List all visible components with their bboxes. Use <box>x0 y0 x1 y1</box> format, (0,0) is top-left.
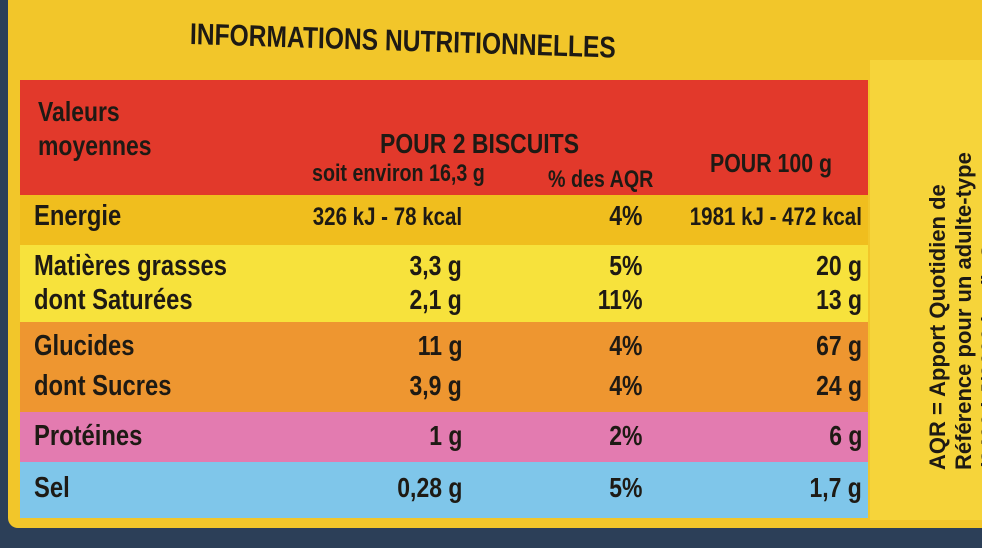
row-label: Protéines <box>34 420 143 452</box>
row-label: Matières grasses <box>34 250 228 282</box>
row-label: Sel <box>34 472 70 504</box>
header-per-100g: POUR 100 g <box>710 148 833 178</box>
header-label: Valeurs <box>38 96 120 127</box>
row-value: 11 g <box>417 330 462 361</box>
row-value: 3,3 g <box>409 250 462 281</box>
row-value: 67 g <box>816 330 862 361</box>
side-note: AQR = Apport Quotidien de Référence pour … <box>925 152 982 470</box>
row-value: 1981 kJ - 472 kcal <box>689 203 862 231</box>
header-per-portion: POUR 2 BISCUITS <box>380 128 580 159</box>
row-value: 1 g <box>428 420 462 451</box>
row-value: 4% <box>608 200 642 231</box>
row-value: 2,1 g <box>409 284 462 315</box>
salt-band <box>20 462 868 518</box>
header-label: moyennes <box>38 130 152 161</box>
row-value: 11% <box>597 284 642 315</box>
row-value: 5% <box>608 472 642 503</box>
row-value: 2% <box>608 420 642 451</box>
side-note-line: AQR = Apport Quotidien de <box>925 184 950 470</box>
row-label: Glucides <box>34 330 135 362</box>
row-value: 326 kJ - 78 kcal <box>312 203 462 231</box>
row-label: Energie <box>34 200 122 232</box>
header-aqr: % des AQR <box>548 166 654 193</box>
row-value: 1,7 g <box>809 472 862 503</box>
side-note-line: Référence pour un adulte-type <box>951 152 976 470</box>
row-value: 6 g <box>828 420 862 451</box>
row-value: 4% <box>608 370 642 401</box>
row-value: 3,9 g <box>409 370 462 401</box>
side-note-strip <box>870 60 982 520</box>
carb-band <box>20 322 868 412</box>
fat-band <box>20 245 868 322</box>
row-label: dont Saturées <box>34 284 193 316</box>
header-band <box>20 80 868 195</box>
row-value: 0,28 g <box>396 472 462 503</box>
side-note-line: (8400 kJ/2000 kcal). Ce paquet <box>977 153 982 470</box>
header-portion-size: soit environ 16,3 g <box>312 160 485 187</box>
energy-band <box>20 195 868 245</box>
row-value: 4% <box>608 330 642 361</box>
row-value: 5% <box>608 250 642 281</box>
protein-band <box>20 412 868 462</box>
row-value: 13 g <box>816 284 862 315</box>
row-value: 20 g <box>816 250 862 281</box>
row-label: dont Sucres <box>34 370 172 402</box>
row-value: 24 g <box>816 370 862 401</box>
